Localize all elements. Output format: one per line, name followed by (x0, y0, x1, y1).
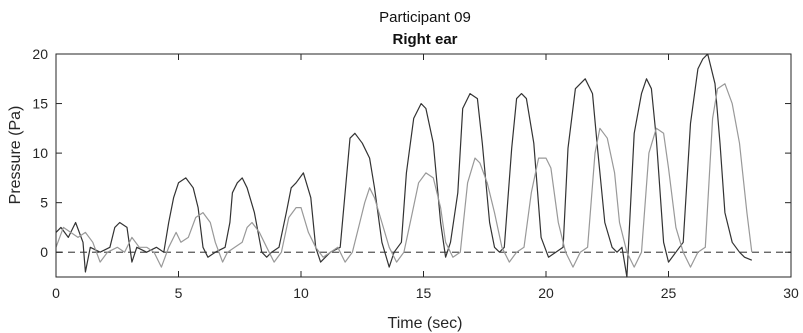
series-line-2 (55, 83, 753, 268)
chart-title: Participant 09 (379, 9, 471, 26)
x-tick-label-4: 20 (538, 285, 554, 301)
y-tick-label-3: 15 (32, 96, 48, 112)
y-tick-label-2: 10 (32, 145, 48, 161)
x-axis-label: Time (sec) (388, 315, 463, 332)
chart-subtitle: Right ear (392, 31, 457, 48)
x-tick-label-5: 25 (661, 285, 677, 301)
x-tick-label-6: 30 (783, 285, 799, 301)
x-tick-label-0: 0 (52, 285, 60, 301)
y-tick-label-4: 20 (32, 46, 48, 62)
series-line-1 (55, 53, 753, 278)
x-tick-label-1: 5 (175, 285, 183, 301)
x-tick-label-3: 15 (416, 285, 432, 301)
y-axis-label: Pressure (Pa) (7, 106, 24, 205)
y-tick-label-1: 5 (40, 195, 48, 211)
plot-area: 0 5 10 15 20 25 30 0 5 10 15 20 (32, 46, 799, 301)
y-tick-label-0: 0 (40, 244, 48, 260)
x-tick-label-2: 10 (293, 285, 309, 301)
